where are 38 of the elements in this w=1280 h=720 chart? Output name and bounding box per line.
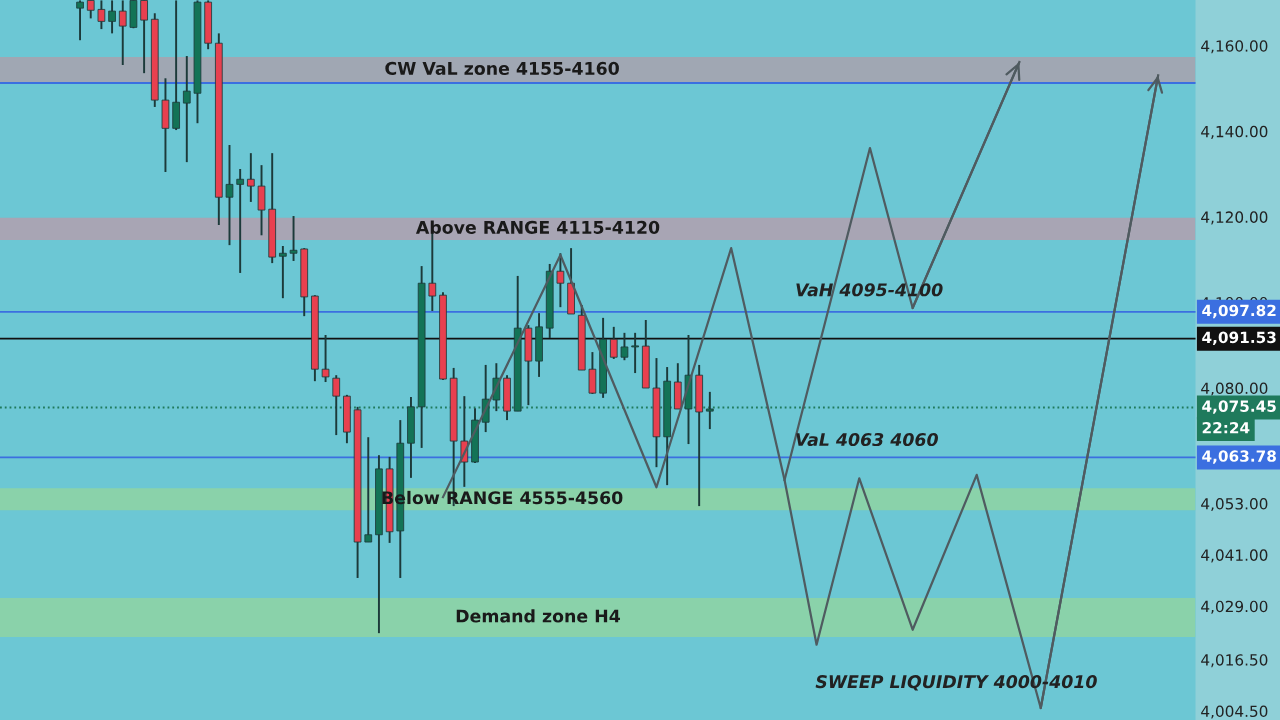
candlestick — [321, 334, 330, 383]
candlestick — [97, 0, 106, 31]
candlestick — [556, 252, 565, 309]
candlestick — [620, 331, 629, 362]
candlestick — [225, 144, 234, 247]
candlestick — [247, 152, 255, 203]
candlestick — [257, 164, 266, 237]
candlestick — [631, 331, 639, 375]
ref-line-label: 4,091.53 — [1202, 331, 1276, 346]
y-tick-label: 4,041.00 — [1201, 549, 1268, 563]
candlestick — [108, 0, 116, 35]
candlestick — [140, 0, 148, 75]
candlestick — [609, 325, 618, 360]
candlestick — [332, 374, 341, 437]
ref-line-label: 4,063.78 — [1202, 450, 1276, 464]
y-tick-label: 4,160.00 — [1201, 40, 1268, 54]
y-tick-label: 4,080.00 — [1201, 382, 1268, 396]
band-label: CW VaL zone 4155-4160 — [385, 61, 619, 75]
band-label: Above RANGE 4115-4120 — [415, 220, 660, 234]
candlestick — [182, 55, 191, 164]
y-tick-label: 4,004.50 — [1201, 705, 1268, 719]
y-tick-label: 4,140.00 — [1201, 125, 1268, 139]
y-tick-label: 4,029.00 — [1201, 600, 1268, 614]
candlestick — [279, 245, 287, 300]
text: 22:24 — [1202, 421, 1250, 434]
annotation: VaL 4063 4060 — [796, 432, 938, 447]
candlestick — [236, 168, 245, 274]
candlestick — [289, 215, 298, 262]
band-label: Demand zone H4 — [456, 609, 621, 623]
y-tick-label: 4,016.50 — [1201, 654, 1268, 668]
candlestick — [588, 351, 597, 395]
candlestick — [76, 0, 84, 42]
candlestick — [118, 0, 127, 66]
ref-line-label: 4,097.82 — [1202, 304, 1276, 319]
y-tick-label: 4,053.00 — [1201, 497, 1268, 512]
y-tick-label: 4,120.00 — [1201, 211, 1268, 225]
candlestick — [364, 436, 373, 543]
ref-line-label: 4,075.45 — [1202, 400, 1276, 414]
